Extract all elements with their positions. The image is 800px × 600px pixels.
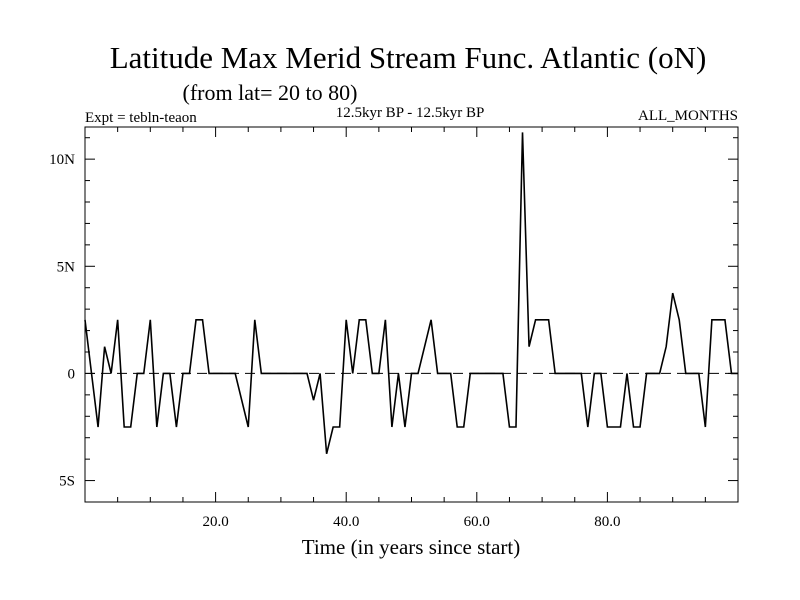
plot-frame (84, 126, 739, 503)
x-axis-label: Time (in years since start) (302, 535, 521, 559)
x-tick-label: 20.0 (202, 514, 228, 530)
period-label: 12.5kyr BP - 12.5kyr BP (336, 105, 485, 121)
y-tick-label: 10N (49, 152, 75, 168)
y-tick-label: 5S (59, 474, 75, 490)
season-label: ALL_MONTHS (638, 108, 738, 124)
chart-subtitle: (from lat= 20 to 80) (183, 80, 358, 105)
x-tick-label: 40.0 (333, 514, 359, 530)
series-line (84, 132, 738, 454)
y-tick-label: 0 (68, 366, 76, 382)
x-tick-label: 60.0 (464, 514, 490, 530)
x-tick-label: 80.0 (594, 514, 620, 530)
experiment-label: Expt = tebln-teaon (85, 110, 197, 126)
chart-title: Latitude Max Merid Stream Func. Atlantic… (110, 40, 707, 75)
y-tick-label: 5N (57, 259, 76, 275)
